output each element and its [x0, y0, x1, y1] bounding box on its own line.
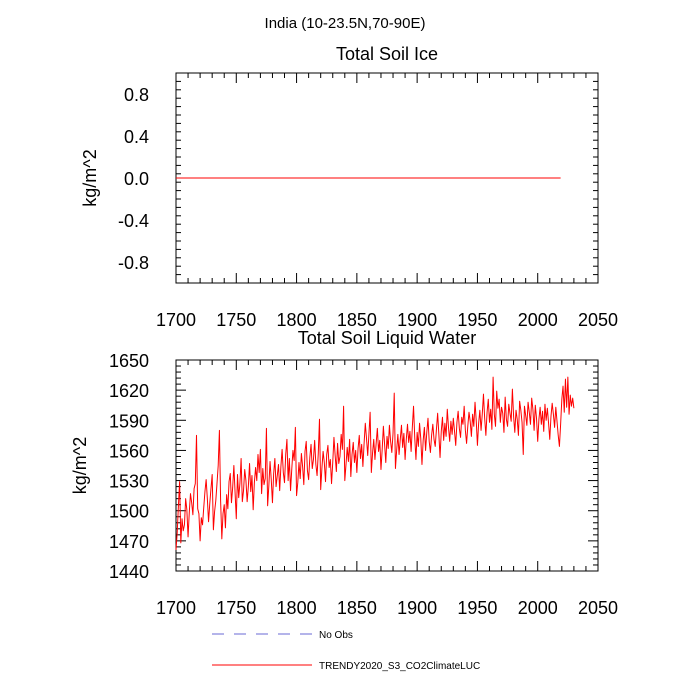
- x-tick-label: 1900: [397, 598, 437, 618]
- y-tick-label: 1650: [109, 351, 149, 371]
- y-axis-label: kg/m^2: [70, 437, 90, 494]
- legend-label: No Obs: [319, 630, 353, 641]
- x-tick-label: 1850: [337, 598, 377, 618]
- y-tick-label: -0.4: [118, 211, 149, 231]
- series-line: [175, 376, 575, 550]
- plot-frame: [175, 359, 599, 572]
- x-tick-label: 1700: [156, 310, 196, 330]
- legend: No Obs TRENDY2020_S3_CO2ClimateLUC: [212, 630, 480, 672]
- x-tick-label: 2050: [578, 310, 618, 330]
- x-tick-label: 1950: [457, 598, 497, 618]
- y-tick-label: 1620: [109, 381, 149, 401]
- chart-total-soil-liquid-water: Total Soil Liquid Water kg/m^2 1700 1750 180…: [70, 328, 618, 618]
- chart-total-soil-ice: Total Soil Ice kg/m^2 1700 1750 1800 1850 1900…: [80, 44, 618, 330]
- y-axis-label: kg/m^2: [80, 149, 100, 206]
- y-tick-label: 0.4: [124, 127, 149, 147]
- y-tick-label: -0.8: [118, 253, 149, 273]
- chart-title: Total Soil Ice: [336, 44, 438, 64]
- y-tick-label: 1530: [109, 472, 149, 492]
- x-tick-label: 2050: [578, 598, 618, 618]
- y-tick-label: 0.0: [124, 169, 149, 189]
- chart-title: Total Soil Liquid Water: [298, 328, 476, 348]
- x-tick-label: 2000: [518, 310, 558, 330]
- x-tick-label: 1850: [337, 310, 377, 330]
- x-tick-label: 1900: [397, 310, 437, 330]
- x-tick-label: 1800: [277, 598, 317, 618]
- figure-title: India (10-23.5N,70-90E): [265, 15, 426, 32]
- legend-label: TRENDY2020_S3_CO2ClimateLUC: [319, 661, 480, 672]
- x-tick-label: 1750: [216, 598, 256, 618]
- x-tick-label: 2000: [518, 598, 558, 618]
- x-tick-label: 1800: [277, 310, 317, 330]
- x-tick-label: 1950: [457, 310, 497, 330]
- x-tick-label: 1750: [216, 310, 256, 330]
- x-tick-label: 1700: [156, 598, 196, 618]
- y-tick-label: 1440: [109, 562, 149, 582]
- y-tick-label: 1470: [109, 532, 149, 552]
- y-tick-label: 1500: [109, 502, 149, 522]
- y-tick-label: 1590: [109, 411, 149, 431]
- y-tick-label: 0.8: [124, 85, 149, 105]
- y-tick-label: 1560: [109, 441, 149, 461]
